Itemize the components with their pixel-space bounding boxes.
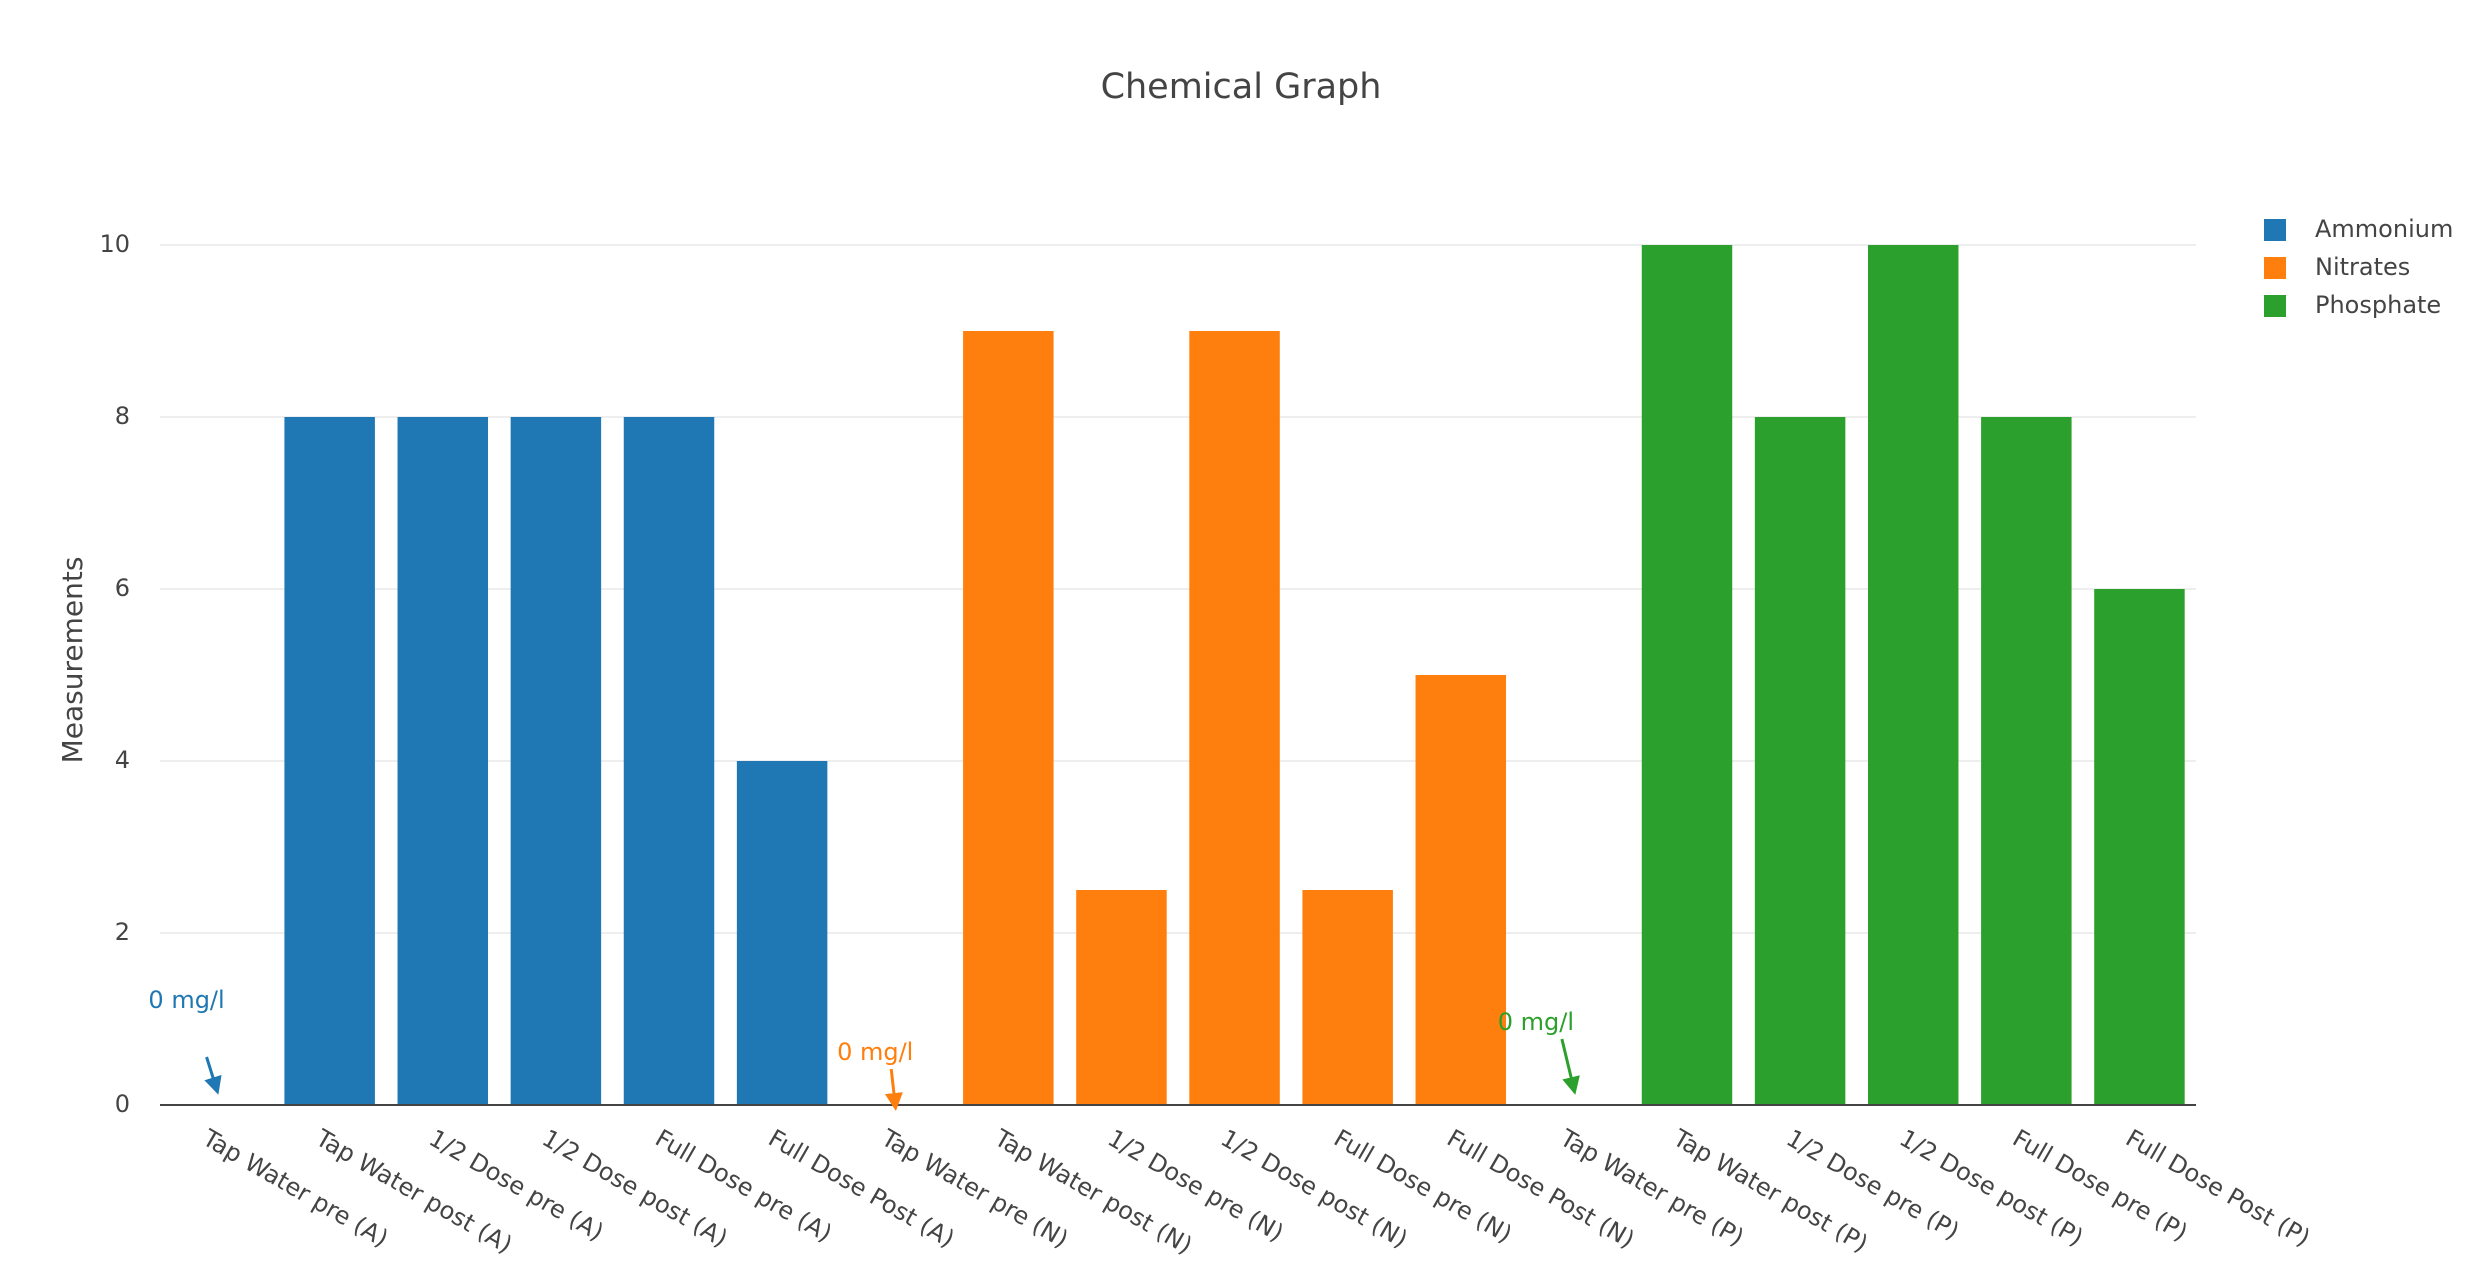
- bar: [1754, 417, 1846, 1105]
- y-tick-label: 2: [115, 918, 130, 946]
- annotation-text: 0 mg/l: [1498, 1008, 1574, 1036]
- x-tick-label: 1/2 Dose post (A): [537, 1124, 732, 1253]
- x-tick-label: Tap Water pre (A): [197, 1124, 393, 1253]
- legend-label: Phosphate: [2315, 291, 2441, 319]
- bar: [1981, 417, 2072, 1105]
- bar: [963, 331, 1054, 1105]
- bar: [623, 417, 715, 1105]
- x-tick-label: 1/2 Dose post (P): [1895, 1124, 2088, 1252]
- annotation-text: 0 mg/l: [148, 986, 224, 1014]
- bar: [1641, 245, 1733, 1105]
- y-tick-label: 10: [99, 230, 130, 258]
- legend-swatch: [2264, 295, 2286, 317]
- bar: [1076, 890, 1167, 1105]
- y-tick-label: 8: [115, 402, 130, 430]
- bar: [1415, 675, 1507, 1105]
- bar: [284, 417, 375, 1105]
- legend-swatch: [2264, 257, 2286, 279]
- y-tick-label: 4: [115, 746, 130, 774]
- annotation-arrow: [204, 1056, 222, 1095]
- bar: [510, 417, 602, 1105]
- legend-swatch: [2264, 219, 2286, 241]
- x-tick-label: Tap Water post (A): [310, 1124, 517, 1259]
- annotation-arrow: [884, 1068, 903, 1111]
- x-tick-label: Tap Water pre (P): [1555, 1124, 1749, 1252]
- y-axis-title: Measurements: [56, 557, 89, 764]
- bar: [397, 417, 489, 1105]
- x-tick-label: Full Dose Post (P): [2121, 1124, 2315, 1252]
- legend-label: Nitrates: [2315, 253, 2410, 281]
- bar: [1189, 331, 1280, 1105]
- bar: [2094, 589, 2185, 1105]
- bar: [1302, 890, 1393, 1105]
- x-tick-label: Tap Water post (N): [989, 1124, 1197, 1260]
- annotation-arrow: [1560, 1038, 1580, 1095]
- legend-label: Ammonium: [2315, 215, 2453, 243]
- bar: [736, 761, 828, 1105]
- annotation-text: 0 mg/l: [837, 1038, 913, 1066]
- chart-title: Chemical Graph: [1101, 67, 1382, 107]
- y-tick-label: 6: [115, 574, 130, 602]
- x-tick-label: Tap Water pre (N): [876, 1124, 1073, 1254]
- x-tick-label: Full Dose Post (A): [764, 1124, 960, 1253]
- x-tick-label: 1/2 Dose post (N): [1216, 1124, 1412, 1253]
- x-tick-label: Tap Water post (P): [1668, 1124, 1873, 1258]
- bar: [1867, 245, 1959, 1105]
- y-tick-label: 0: [115, 1090, 130, 1118]
- x-tick-label: Full Dose Post (N): [1442, 1124, 1639, 1254]
